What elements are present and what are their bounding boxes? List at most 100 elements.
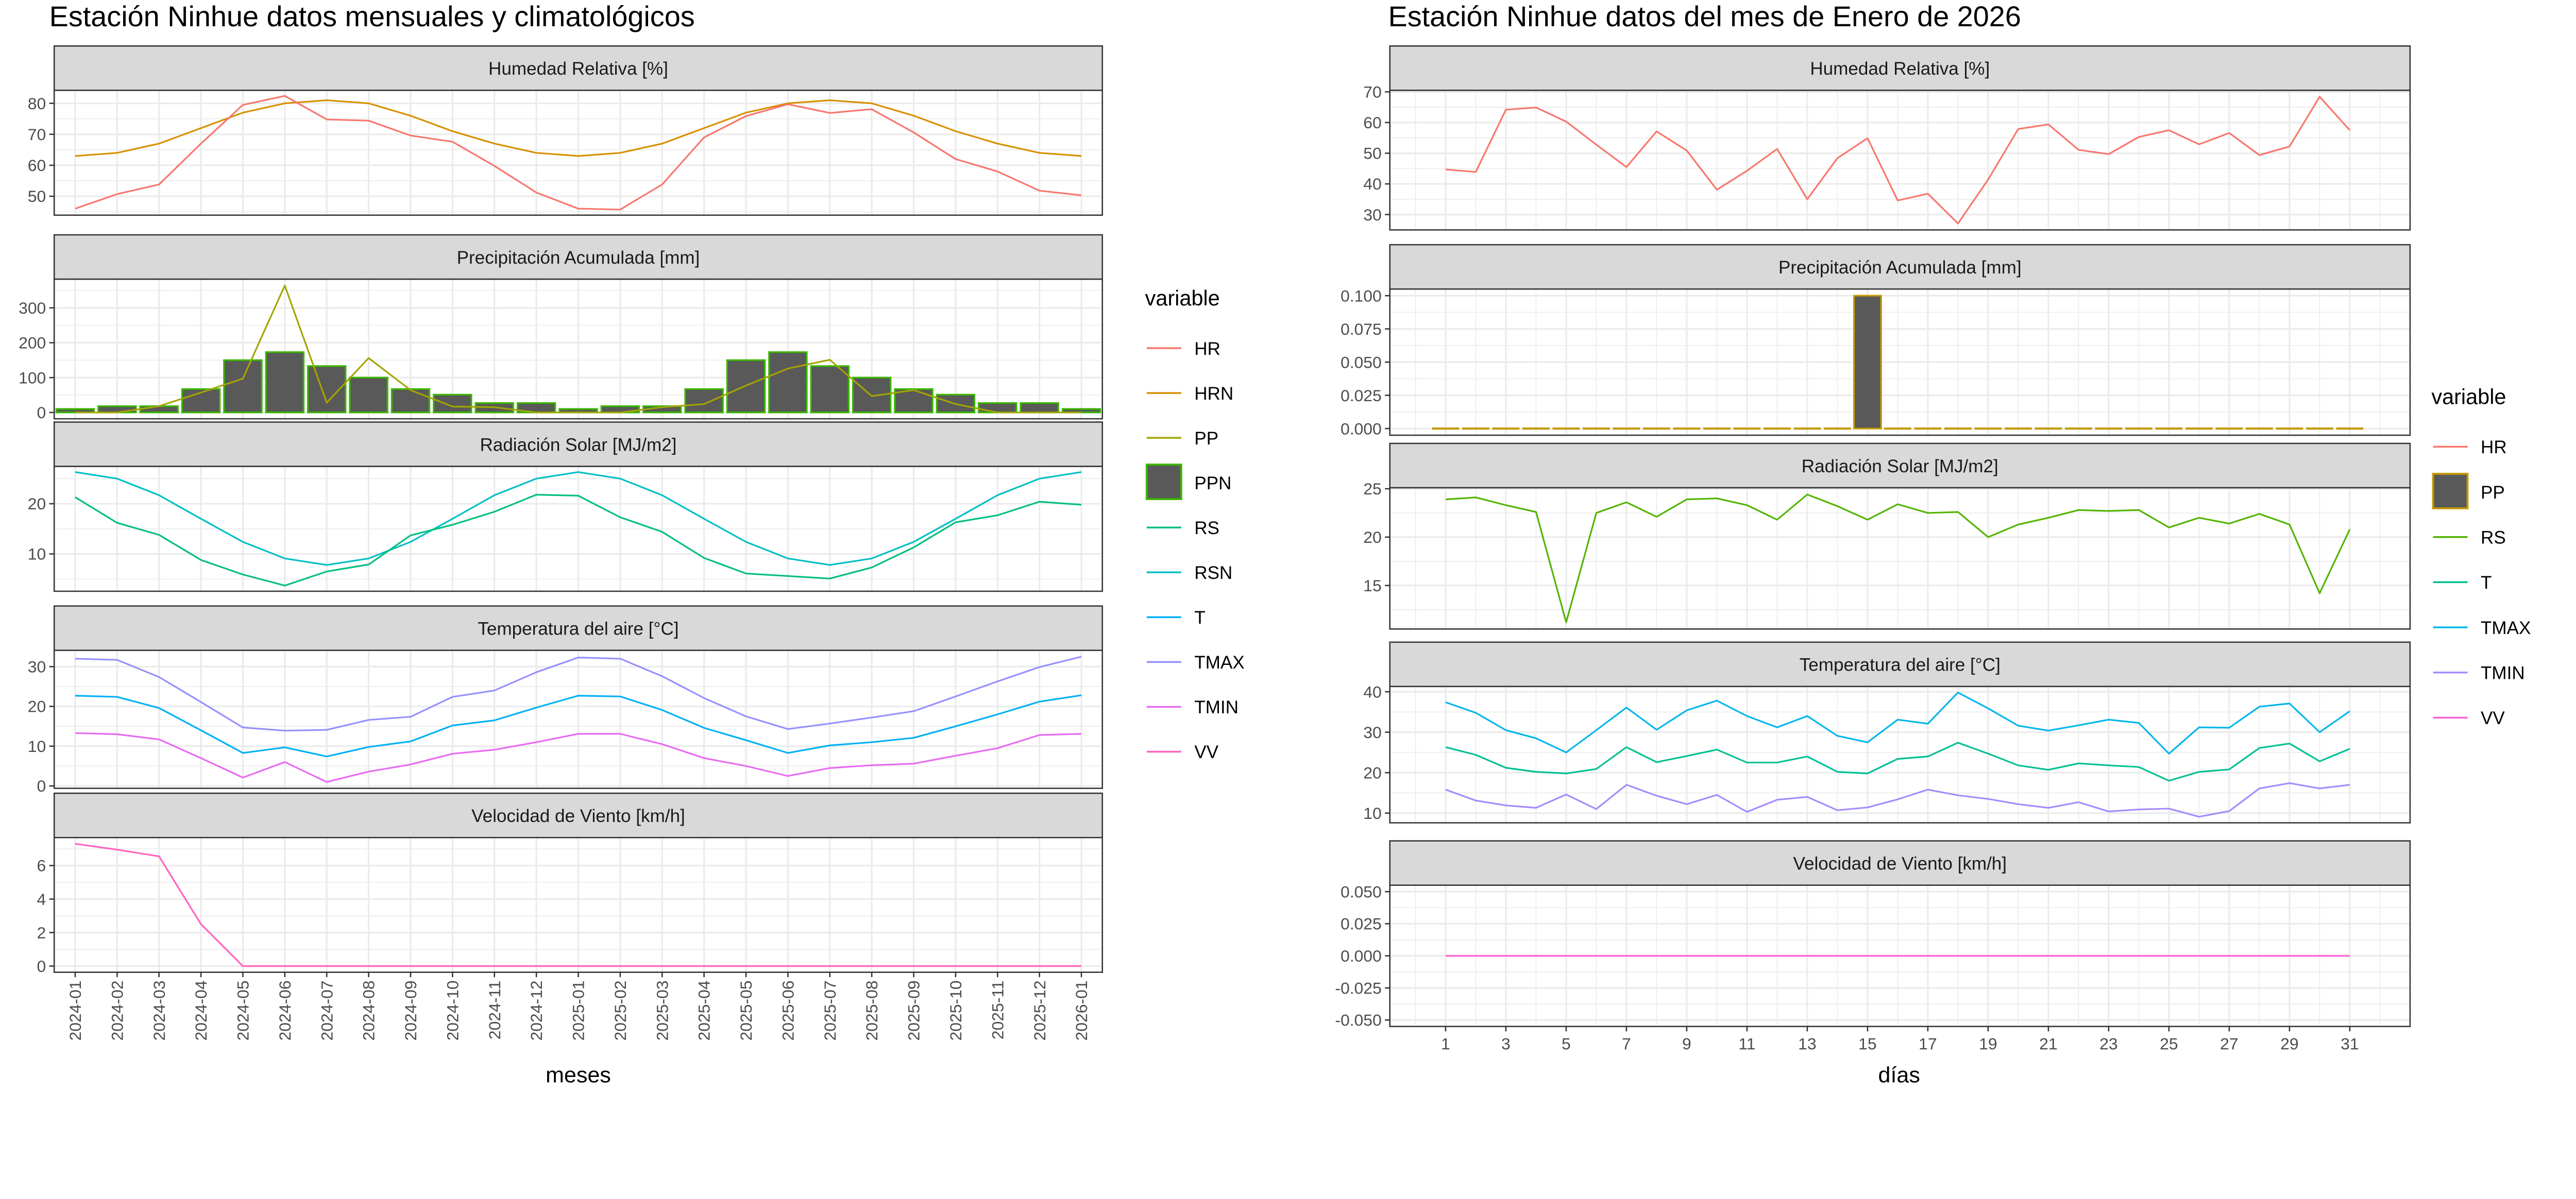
legend-item: TMIN (2433, 663, 2525, 683)
x-tick-label: 21 (2039, 1035, 2057, 1053)
panel-border (1389, 288, 2411, 436)
y-tick-label: 0.075 (1341, 320, 1382, 338)
bar-ppn (265, 351, 305, 414)
y-tick-label: 4 (37, 890, 46, 909)
x-tick-label: 2024-06 (276, 981, 294, 1041)
x-axis-title: días (1878, 1063, 1920, 1087)
bar-ppn (223, 359, 263, 414)
x-tick-label: 2024-08 (360, 981, 378, 1041)
y-tick-label: 30 (1363, 205, 1381, 224)
bar-ppn (97, 405, 137, 414)
legend-label: PPN (1194, 473, 1231, 493)
legend-item: HRN (1146, 384, 1233, 404)
y-tick-label: 20 (28, 494, 46, 513)
y-tick-label: 30 (28, 658, 46, 676)
x-tick-label: 2024-02 (108, 981, 126, 1041)
y-tick-label: 6 (37, 857, 46, 875)
facet-strip-label: Humedad Relativa [%] (488, 59, 668, 79)
x-tick-label: 2025-04 (695, 981, 714, 1041)
x-tick-label: 2025-01 (569, 981, 588, 1041)
panel-border (53, 90, 1103, 216)
x-tick-label: 2025-12 (1030, 981, 1049, 1041)
facet-panel: Temperatura del aire [°C] 0 10 20 30 (28, 605, 1103, 795)
facet-strip-label: Velocidad de Viento [km/h] (471, 806, 685, 826)
bar-ppn (684, 388, 724, 414)
panel-border (1389, 884, 2411, 1027)
facet-strip-label: Temperatura del aire [°C] (1800, 655, 2001, 675)
facet-panel: Humedad Relativa [%] 50 60 70 80 (28, 45, 1103, 216)
x-tick-label: 2024-09 (401, 981, 420, 1041)
panel-border (1389, 487, 2411, 630)
legend-label: TMIN (1194, 697, 1239, 717)
legend-label: RS (1194, 518, 1219, 538)
x-tick-label: 15 (1858, 1035, 1876, 1053)
facet-strip (1389, 244, 2411, 290)
panel-border (53, 278, 1103, 420)
legend-label: HR (2481, 437, 2507, 457)
legend-item: VV (1146, 742, 1219, 762)
x-tick-label: 2025-06 (778, 981, 797, 1041)
y-tick-label: 20 (28, 697, 46, 716)
bar-ppn (894, 388, 934, 414)
legend-title: variable (2431, 384, 2506, 408)
x-tick-label: 2025-07 (821, 981, 839, 1041)
y-tick-label: 0.000 (1341, 419, 1382, 438)
chart-title: Estación Ninhue datos del mes de Enero d… (1388, 0, 2021, 32)
y-tick-label: 40 (1363, 175, 1381, 193)
facet-panel: Velocidad de Viento [km/h] 0 2 4 6 2024-01 202… (37, 792, 1103, 1041)
legend: variable HR HRN PP PPN RS RSN T TMAX TMIN VV (1145, 286, 1245, 762)
y-tick-label: -0.050 (1335, 1011, 1381, 1030)
legend-item: RSN (1146, 563, 1232, 583)
legend-label: RS (2481, 527, 2506, 547)
x-tick-label: 11 (1738, 1035, 1755, 1053)
x-tick-label: 1 (1441, 1035, 1450, 1053)
facet-strip (53, 45, 1103, 91)
facet-strip (1389, 840, 2411, 886)
panel-background (1389, 90, 2410, 230)
bar-ppn (768, 351, 808, 414)
panel-background (1389, 686, 2410, 823)
x-tick-label: 27 (2220, 1035, 2238, 1053)
y-tick-label: 60 (28, 156, 46, 175)
x-tick-label: 2024-07 (317, 981, 336, 1041)
y-tick-label: 200 (19, 334, 46, 352)
bar-ppn (978, 402, 1018, 414)
x-tick-label: 7 (1622, 1035, 1631, 1053)
facet-strip (1389, 45, 2411, 91)
y-tick-label: 0 (37, 957, 46, 975)
facet-panel: Precipitación Acumulada [mm] 0.000 0.025 0.… (1341, 244, 2411, 438)
x-tick-label: 2024-04 (192, 981, 210, 1041)
y-tick-label: 70 (1363, 83, 1381, 101)
legend-key-box (1145, 464, 1182, 500)
facet-panel: Precipitación Acumulada [mm] 0 100 200 300 (19, 234, 1103, 422)
legend-label: TMAX (1194, 653, 1244, 673)
x-tick-label: 2025-09 (905, 981, 923, 1041)
x-tick-label: 2024-05 (234, 981, 252, 1041)
legend-label: VV (2481, 708, 2505, 728)
legend-item: HR (2433, 437, 2507, 457)
y-tick-label: 10 (1363, 804, 1381, 823)
legend-label: TMAX (2481, 618, 2531, 638)
facet-strip-label: Precipitación Acumulada [mm] (1778, 258, 2022, 278)
facet-panel: Radiación Solar [MJ/m2] 15 20 25 (1363, 442, 2411, 630)
facet-strip-label: Radiación Solar [MJ/m2] (1802, 456, 1998, 476)
legend-item: TMAX (2433, 618, 2531, 638)
legend-label: PP (1194, 429, 1218, 449)
legend-label: RSN (1194, 563, 1232, 583)
y-tick-label: 0.050 (1341, 353, 1382, 371)
x-tick-label: 2025-03 (653, 981, 671, 1041)
x-tick-label: 17 (1919, 1035, 1937, 1053)
x-tick-label: 2024-03 (150, 981, 168, 1041)
legend-item: T (1146, 608, 1206, 628)
facet-panel: Radiación Solar [MJ/m2] 10 20 (28, 421, 1103, 592)
y-tick-label: 0 (37, 403, 46, 422)
x-tick-label: 2024-10 (443, 981, 462, 1041)
panel-background (1389, 488, 2410, 629)
legend-key-box (2432, 473, 2469, 509)
legend-item: PP (1146, 429, 1218, 449)
legend-label: T (2481, 573, 2492, 593)
bar-ppn (433, 393, 472, 414)
legend-item: PP (2432, 473, 2505, 509)
y-tick-label: 10 (28, 737, 46, 756)
y-tick-label: 70 (28, 125, 46, 144)
